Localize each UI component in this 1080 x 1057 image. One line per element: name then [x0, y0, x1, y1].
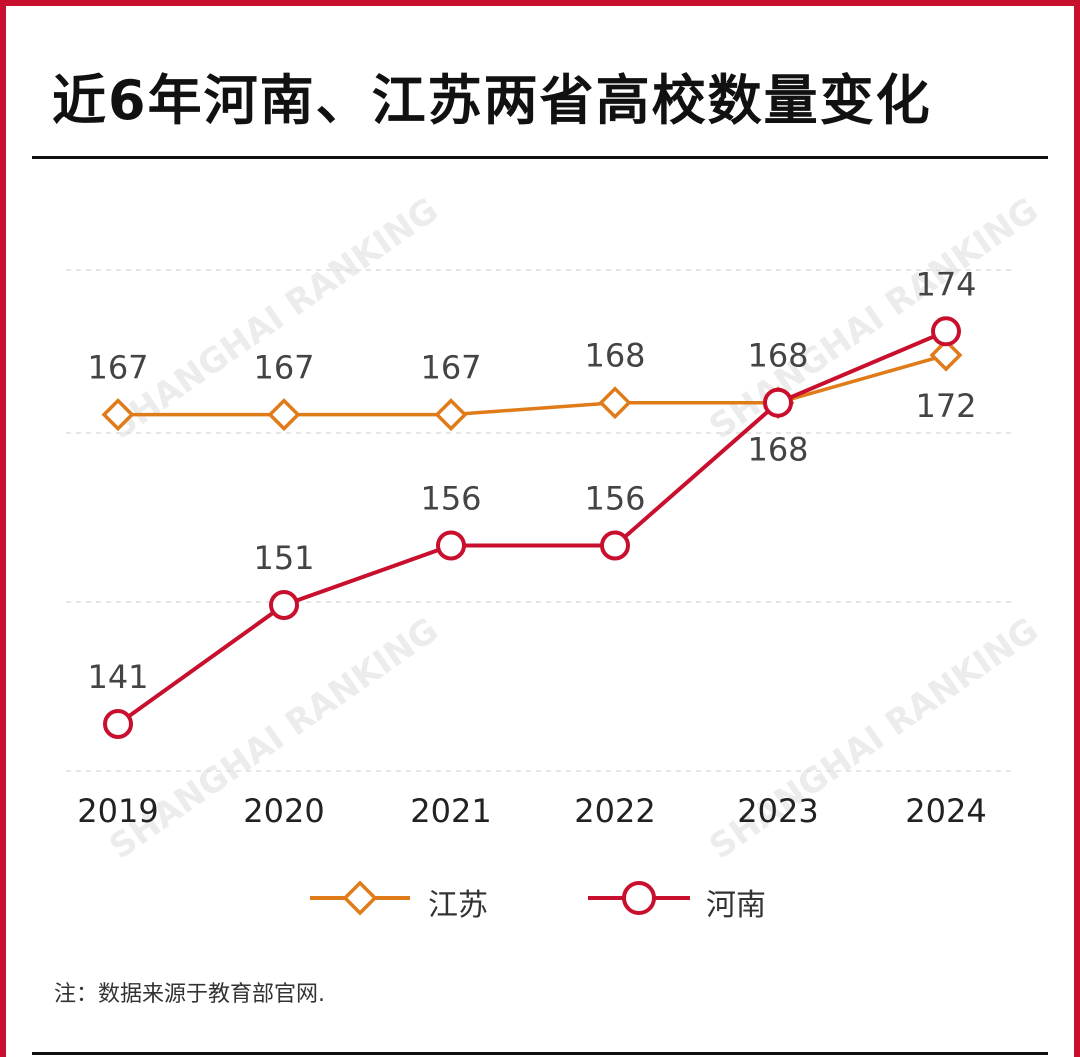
- point-jiangsu: [929, 338, 963, 372]
- legend-diamond-icon: [342, 880, 378, 916]
- data-labels: 167 167 167 168 168 172 141 151 156 156 168 174: [87, 265, 976, 696]
- x-tick-label: 2024: [905, 792, 986, 830]
- point-jiangsu: [101, 398, 135, 432]
- x-axis-ticks: 2019 2020 2021 2022 2023 2024: [77, 792, 986, 830]
- x-tick-label: 2020: [243, 792, 324, 830]
- point-jiangsu: [267, 398, 301, 432]
- data-label-jiangsu: 172: [915, 387, 976, 425]
- point-henan: [269, 590, 299, 620]
- data-label-jiangsu: 167: [253, 349, 314, 387]
- data-label-jiangsu: 168: [747, 337, 808, 375]
- series-line-henan: [116, 329, 947, 726]
- data-label-jiangsu: 168: [584, 337, 645, 375]
- gridlines: [66, 269, 1014, 772]
- point-jiangsu: [434, 398, 468, 432]
- x-tick-label: 2022: [574, 792, 655, 830]
- data-label-henan: 168: [747, 431, 808, 469]
- point-henan: [436, 530, 466, 561]
- watermark-group: SHANGHAI RANKING SHANGHAI RANKINGSHANGHAI…: [102, 190, 1045, 867]
- source-note: 注：数据来源于教育部官网.: [54, 982, 325, 1007]
- series-group: [101, 316, 963, 739]
- x-tick-label: 2021: [410, 792, 491, 830]
- watermark-text: SHANGHAI RANKING: [702, 190, 1045, 447]
- x-tick-label: 2019: [77, 792, 158, 830]
- legend-circle-icon: [622, 881, 656, 915]
- title-divider: [32, 156, 1048, 159]
- point-henan: [763, 387, 793, 418]
- data-label-henan: 156: [584, 480, 645, 518]
- legend-marks: [310, 880, 690, 916]
- point-henan: [931, 316, 961, 347]
- data-label-henan: 141: [87, 658, 148, 696]
- data-label-jiangsu: 167: [420, 349, 481, 387]
- data-label-jiangsu: 167: [87, 349, 148, 387]
- data-label-henan: 174: [915, 265, 976, 303]
- x-tick-label: 2023: [737, 792, 818, 830]
- series-line-jiangsu: [118, 353, 947, 417]
- bottom-divider: [32, 1052, 1048, 1055]
- point-henan: [103, 709, 133, 739]
- point-henan: [600, 530, 630, 561]
- data-label-henan: 151: [253, 539, 314, 577]
- page-title: 近6年河南、江苏两省高校数量变化: [52, 69, 932, 132]
- data-label-henan: 156: [420, 480, 481, 518]
- point-jiangsu: [598, 386, 632, 420]
